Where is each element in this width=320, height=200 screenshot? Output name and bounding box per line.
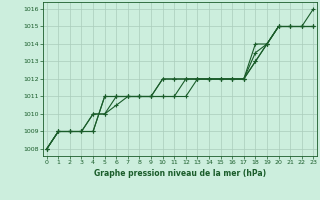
X-axis label: Graphe pression niveau de la mer (hPa): Graphe pression niveau de la mer (hPa) [94,169,266,178]
